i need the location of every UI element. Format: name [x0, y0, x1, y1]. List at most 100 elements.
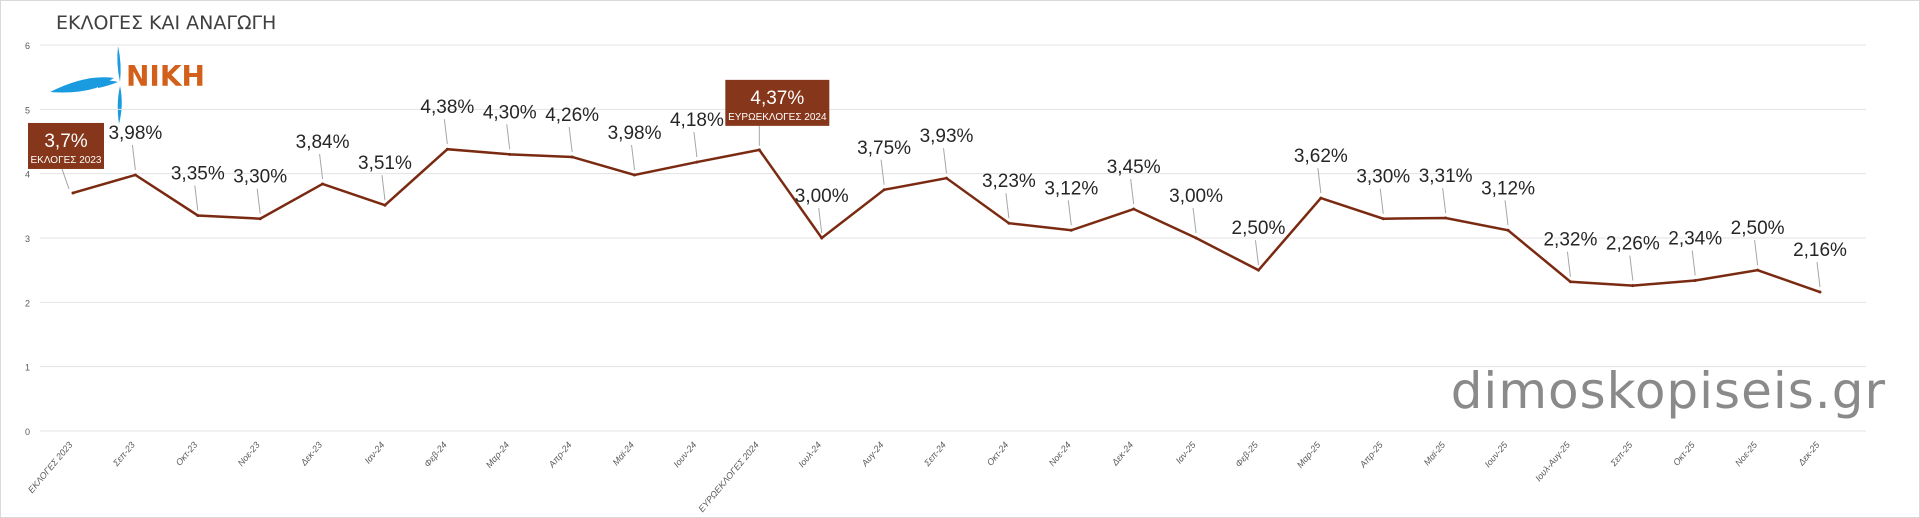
data-point: [695, 160, 699, 164]
x-tick-label: Δεκ-23: [298, 440, 324, 468]
leader-line: [1192, 207, 1197, 234]
data-label: 4,18%: [670, 110, 724, 131]
data-point: [383, 203, 387, 207]
x-tick-label: Φεβ-25: [1233, 439, 1260, 469]
x-tick-label: ΕΚΛΟΓΕΣ 2023: [26, 440, 75, 495]
data-label: 2,50%: [1232, 218, 1286, 239]
data-point: [882, 188, 886, 192]
callout-box: [725, 79, 830, 126]
data-label: 3,84%: [296, 132, 350, 153]
x-tick-label: Νοε-25: [1733, 439, 1760, 468]
leader-line: [693, 132, 698, 158]
data-label: 3,75%: [857, 138, 911, 159]
leader-line: [1504, 200, 1509, 226]
data-point: [1069, 228, 1073, 232]
callout-caption: ΕΥΡΩΕΚΛΟΓΕΣ 2024: [728, 112, 827, 123]
leader-line: [1442, 187, 1447, 214]
leader-line: [1005, 193, 1010, 219]
leader-line: [631, 144, 636, 171]
leader-line: [131, 144, 136, 171]
data-point: [508, 152, 512, 156]
y-tick-label: 2: [25, 298, 30, 308]
x-tick-label: Απρ-24: [546, 440, 574, 470]
x-tick-label: Ιουν-24: [672, 440, 699, 469]
x-tick-label: Δεκ-24: [1109, 440, 1135, 468]
data-point: [757, 148, 761, 152]
leader-line: [443, 119, 448, 145]
data-label: 3,30%: [1356, 167, 1410, 188]
x-tick-label: Μαϊ-24: [611, 440, 636, 468]
data-point: [1381, 217, 1385, 221]
leader-line: [1317, 168, 1322, 194]
data-label: 4,30%: [483, 102, 537, 123]
leader-line: [1130, 178, 1135, 205]
data-point: [1444, 216, 1448, 220]
y-tick-label: 6: [25, 41, 30, 51]
x-tick-label: Μαρ-25: [1295, 439, 1323, 470]
x-tick-label: Σεπ-25: [1608, 439, 1635, 469]
data-label: 2,26%: [1606, 234, 1660, 255]
data-label: 4,26%: [545, 105, 599, 126]
data-point: [1693, 278, 1697, 282]
x-tick-label: ΕΥΡΩΕΚΛΟΓΕΣ 2024: [696, 440, 761, 514]
data-label: 3,00%: [795, 186, 849, 207]
data-label: 3,12%: [1481, 178, 1535, 199]
x-tick-label: Αυγ-24: [859, 440, 886, 469]
x-tick-label: Φεβ-24: [422, 440, 449, 469]
x-tick-label: Απρ-25: [1357, 439, 1385, 470]
leader-line: [1379, 188, 1384, 214]
callout-value: 4,37%: [750, 88, 804, 109]
leader-line: [1816, 261, 1821, 288]
leader-line: [818, 207, 823, 234]
y-tick-label: 3: [25, 234, 30, 244]
data-label: 3,93%: [920, 126, 974, 147]
leader-line: [568, 126, 573, 152]
data-point: [1818, 290, 1822, 294]
data-label: 2,32%: [1543, 230, 1597, 251]
x-tick-label: Ιουλ-24: [796, 440, 823, 469]
x-tick-label: Ιουν-25: [1483, 439, 1511, 469]
data-label: 3,00%: [1169, 186, 1223, 207]
data-label: 2,34%: [1668, 228, 1722, 249]
callout-box: [28, 122, 104, 169]
leader-line: [256, 188, 261, 214]
leader-line: [880, 159, 885, 185]
watermark: dimoskopiseis.gr: [1450, 362, 1886, 420]
y-tick-label: 4: [25, 170, 30, 180]
y-tick-label: 5: [25, 105, 30, 115]
data-label: 3,30%: [233, 167, 287, 188]
x-tick-label: Ιαν-24: [363, 440, 387, 466]
leader-line: [943, 148, 947, 174]
x-tick-label: Ιαν-25: [1174, 439, 1198, 465]
data-point: [133, 173, 137, 177]
chart-title: ΕΚΛΟΓΕΣ ΚΑΙ ΑΝΑΓΩΓΗ: [56, 12, 277, 34]
leader-line: [506, 124, 511, 150]
data-label: 3,62%: [1294, 146, 1348, 167]
data-point: [1631, 284, 1635, 288]
data-point: [945, 176, 948, 180]
y-tick-label: 1: [25, 363, 30, 373]
data-label: 4,38%: [420, 97, 474, 118]
x-tick-label: Νοε-24: [1047, 440, 1073, 468]
x-tick-label: Σεπ-23: [110, 440, 137, 469]
data-label: 3,35%: [171, 163, 225, 184]
data-label: 3,31%: [1419, 166, 1473, 187]
data-point: [820, 236, 824, 240]
leader-line: [1566, 251, 1571, 277]
leader-line: [319, 153, 324, 180]
x-tick-label: Οκτ-24: [985, 440, 1011, 468]
data-point: [445, 147, 449, 151]
leader-line: [381, 175, 386, 201]
x-tick-label: Σεπ-24: [921, 440, 948, 469]
x-tick-label: Μαϊ-25: [1422, 439, 1448, 467]
data-point: [71, 191, 75, 195]
niki-logo: ΝΙΚΗ: [50, 46, 205, 124]
data-point: [1256, 268, 1260, 272]
data-label: 2,16%: [1793, 240, 1847, 261]
data-label: 3,98%: [608, 123, 662, 144]
data-point: [196, 213, 200, 217]
data-label: 3,23%: [982, 171, 1036, 192]
leader-line: [1629, 255, 1634, 281]
data-point: [1506, 228, 1510, 232]
data-label: 2,50%: [1731, 218, 1785, 239]
